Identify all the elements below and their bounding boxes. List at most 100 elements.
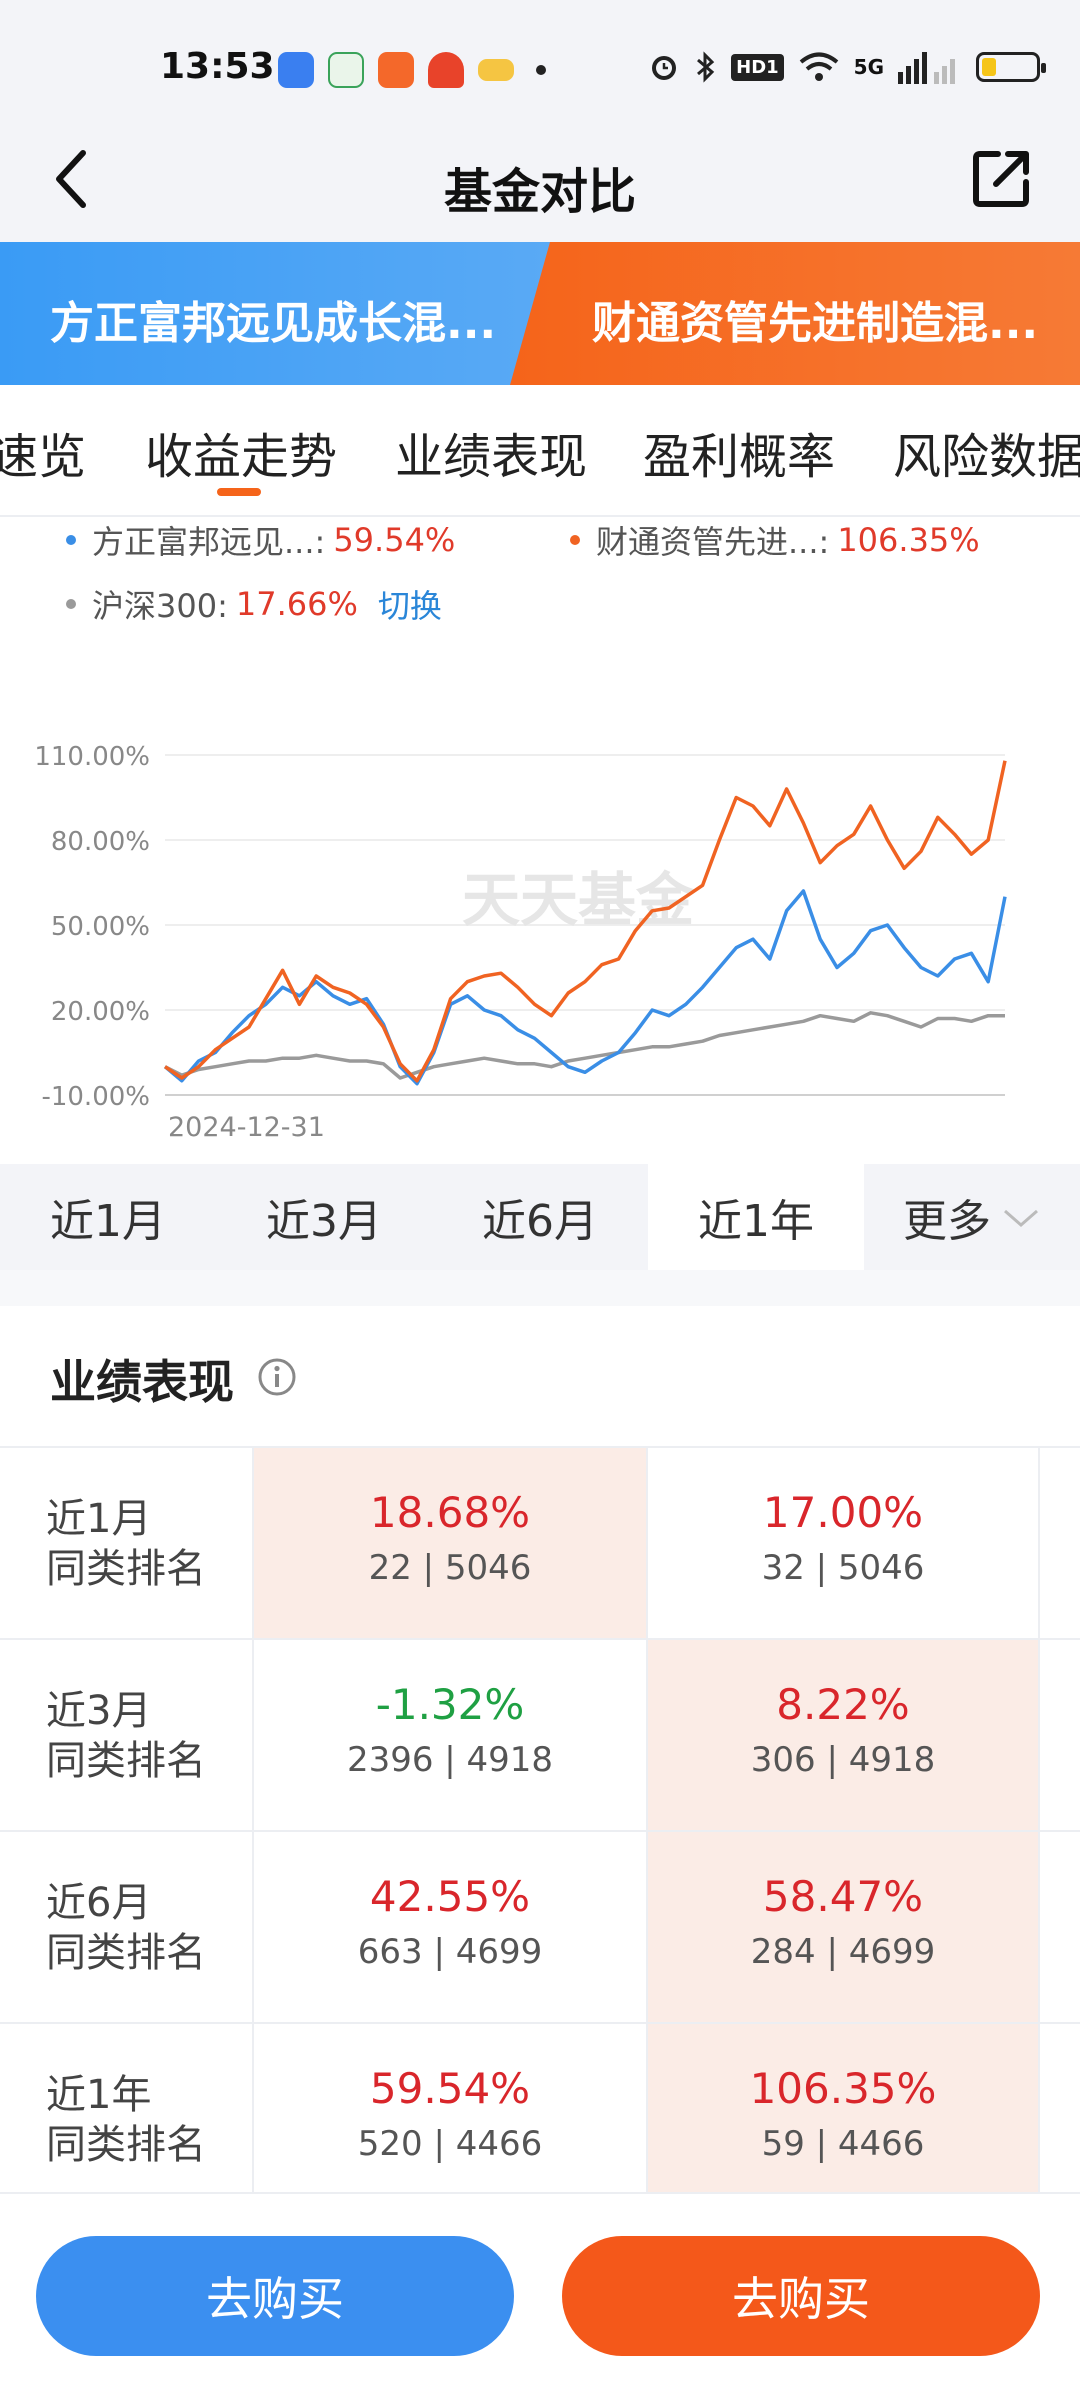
legend-value: 17.66% [235, 585, 358, 623]
x-axis-start-label: 2024-12-31 [168, 1112, 325, 1143]
series-line-1 [164, 760, 1007, 1083]
tab-bar: 速览 收益走势 业绩表现 盈利概率 风险数据 [0, 385, 1080, 517]
row-label: 近1年 同类排名 [46, 2070, 206, 2170]
app-icon-2 [328, 52, 364, 88]
period-more-label: 更多 [903, 1196, 991, 1247]
row-sub: 同类排名 [46, 1930, 206, 1976]
y-tick-label: 20.00% [51, 997, 150, 1027]
fund-a-name: 方正富邦远见成长混... [50, 298, 497, 349]
row-label: 近6月 同类排名 [46, 1878, 206, 1978]
fund-a-banner[interactable]: 方正富邦远见成长混... [0, 242, 560, 385]
row-sub: 同类排名 [46, 2122, 206, 2168]
fund-b-cell: 8.22% 306 | 4918 [646, 1640, 1040, 1830]
row-period: 近6月 [46, 1880, 152, 1926]
legend-fund-b: 财通资管先进...: 106.35% [570, 517, 980, 563]
app-icon-4 [428, 52, 464, 88]
return-trend-chart[interactable]: 天天基金 110.00% 80.00% 50.00% 20.00% -10.00% 20… [0, 720, 1080, 1160]
fund-b-return: 58.47% [762, 1872, 924, 1921]
signal-icon [898, 52, 955, 84]
battery-icon [976, 52, 1046, 82]
chart-legend: 方正富邦远见...: 59.54% 财通资管先进...: 106.35% 沪深3… [0, 517, 1080, 637]
network-label: 5G [853, 55, 884, 79]
share-icon [973, 151, 1029, 207]
tab-profit-probability[interactable]: 盈利概率 [643, 429, 836, 485]
fund-a-return: -1.32% [375, 1680, 525, 1729]
performance-section-header: 业绩表现 [0, 1306, 1080, 1446]
dot-icon [536, 65, 546, 75]
chevron-left-icon [56, 150, 86, 208]
status-bar: 13:53 HD1 5G [0, 0, 1080, 120]
period-more[interactable]: 更多 [864, 1164, 1080, 1270]
wifi-icon [799, 52, 838, 81]
chart-grid [165, 754, 1005, 1096]
y-tick-label: -10.00% [41, 1082, 150, 1112]
legend-label: 财通资管先进...: [596, 523, 830, 561]
tab-performance[interactable]: 业绩表现 [395, 429, 588, 485]
performance-table: 近1月 同类排名 18.68% 22 | 5046 17.00% 32 | 50… [0, 1446, 1080, 2214]
fund-b-cell: 58.47% 284 | 4699 [646, 1832, 1040, 2022]
app-icon-1 [278, 52, 314, 88]
table-row: 近1月 同类排名 18.68% 22 | 5046 17.00% 32 | 50… [0, 1446, 1080, 1638]
fund-b-cell: 106.35% 59 | 4466 [646, 2024, 1040, 2214]
fund-a-cell: 18.68% 22 | 5046 [252, 1448, 646, 1638]
legend-value: 59.54% [333, 521, 456, 559]
legend-dot [66, 599, 76, 609]
row-period: 近1年 [46, 2072, 152, 2118]
y-tick-label: 50.00% [51, 912, 150, 942]
fund-a-cell: -1.32% 2396 | 4918 [252, 1640, 646, 1830]
legend-label: 沪深300: [92, 587, 228, 625]
app-icon-5 [478, 59, 514, 81]
fund-b-banner[interactable]: 财通资管先进制造混... [510, 242, 1080, 385]
info-icon[interactable] [256, 1356, 298, 1398]
period-selector: 近1月 近3月 近6月 近1年 更多 [0, 1164, 1080, 1270]
chart-watermark: 天天基金 [462, 866, 695, 934]
back-button[interactable] [36, 144, 106, 214]
section-divider [0, 1270, 1080, 1306]
fund-b-rank: 284 | 4699 [750, 1932, 936, 1972]
bottom-action-bar: 去购买 去购买 [0, 2192, 1080, 2400]
switch-benchmark-link[interactable]: 切换 [377, 587, 442, 625]
performance-title: 业绩表现 [50, 1355, 234, 1409]
alarm-icon [652, 56, 677, 80]
tab-return-trend[interactable]: 收益走势 [145, 429, 338, 485]
row-period: 近3月 [46, 1688, 152, 1734]
fund-b-cell: 17.00% 32 | 5046 [646, 1448, 1040, 1638]
chart-series [163, 760, 1007, 1086]
series-line-2 [164, 1011, 1005, 1080]
fund-a-rank: 520 | 4466 [357, 2124, 543, 2164]
period-1y[interactable]: 近1年 [648, 1164, 864, 1270]
y-tick-label: 110.00% [34, 742, 150, 772]
fund-a-rank: 2396 | 4918 [346, 1740, 554, 1780]
row-label: 近3月 同类排名 [46, 1686, 206, 1786]
hd-badge: HD1 [731, 53, 784, 81]
period-3m[interactable]: 近3月 [266, 1196, 382, 1247]
fund-a-return: 42.55% [369, 1872, 531, 1921]
buy-fund-a-button[interactable]: 去购买 [36, 2236, 514, 2356]
nav-bar: 基金对比 [0, 120, 1080, 242]
period-1m[interactable]: 近1月 [50, 1196, 166, 1247]
tab-overview[interactable]: 速览 [0, 429, 87, 485]
row-sub: 同类排名 [46, 1546, 206, 1592]
share-button[interactable] [964, 140, 1040, 216]
fund-b-rank: 32 | 5046 [761, 1548, 925, 1588]
fund-a-cell: 42.55% 663 | 4699 [252, 1832, 646, 2022]
tab-risk-data[interactable]: 风险数据 [893, 429, 1080, 485]
fund-b-rank: 306 | 4918 [750, 1740, 936, 1780]
legend-dot [66, 535, 76, 545]
buy-fund-b-button[interactable]: 去购买 [562, 2236, 1040, 2356]
legend-dot [570, 535, 580, 545]
status-time: 13:53 [160, 46, 275, 87]
fund-a-rank: 663 | 4699 [357, 1932, 543, 1972]
status-right: HD1 5G [647, 50, 1046, 84]
chevron-down-icon [1004, 1209, 1038, 1227]
period-6m[interactable]: 近6月 [482, 1196, 598, 1247]
fund-b-return: 17.00% [762, 1488, 924, 1537]
fund-b-return: 106.35% [749, 2064, 937, 2113]
chart-svg: 天天基金 110.00% 80.00% 50.00% 20.00% -10.00% 20… [34, 742, 1007, 1143]
row-label: 近1月 同类排名 [46, 1494, 206, 1594]
table-row: 近3月 同类排名 -1.32% 2396 | 4918 8.22% 306 | … [0, 1638, 1080, 1830]
fund-b-name: 财通资管先进制造混... [592, 298, 1039, 349]
fund-a-rank: 22 | 5046 [368, 1548, 532, 1588]
app-icon-3 [378, 52, 414, 88]
series-line-0 [163, 889, 1007, 1086]
